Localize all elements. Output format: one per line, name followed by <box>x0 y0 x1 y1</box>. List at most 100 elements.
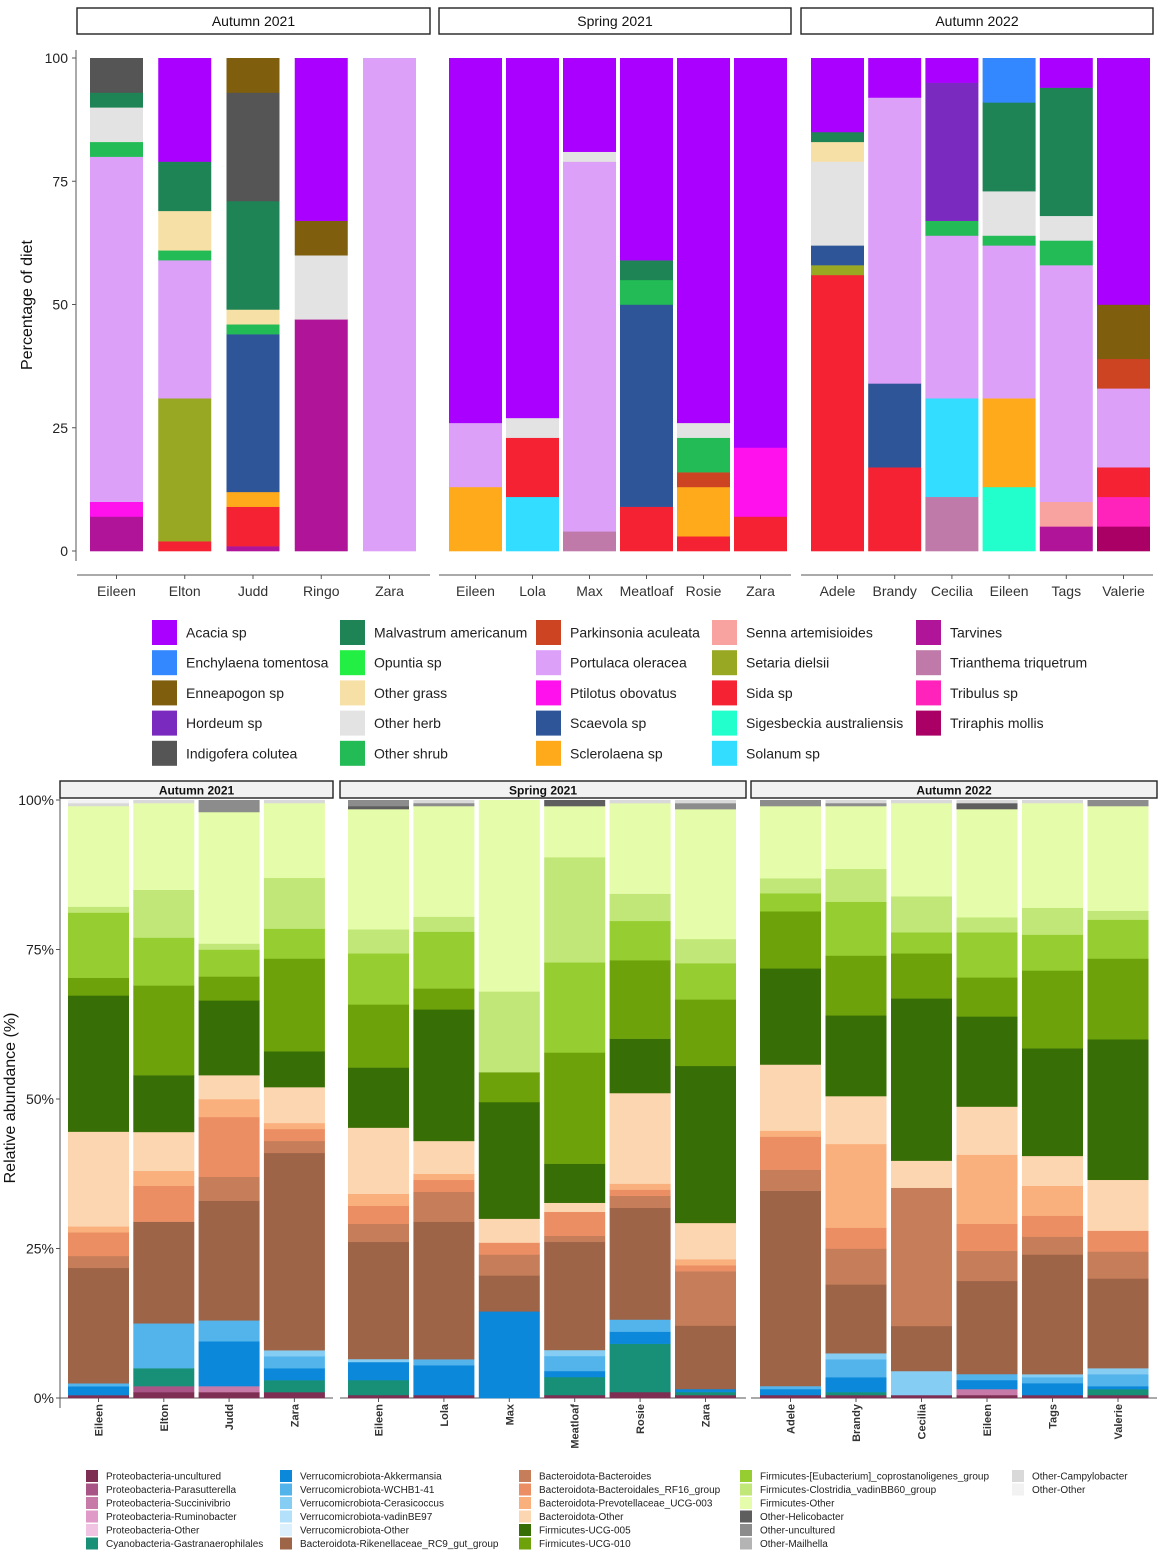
bar-segment-bacteroidota-rikenellaceae-rc9-gut-group: Rosie — Bacteroidota-Rikenellaceae_RC9_g… <box>609 1207 671 1320</box>
bar-segment-firmicutes-clostridia-vadinbb60-group: Adele — Firmicutes-Clostridia_vadinBB60_… <box>760 878 821 894</box>
bar-segment-other-herb: Eileen — Other herb <box>90 107 143 143</box>
bar-segment-portulaca-oleracea: Eileen — Portulaca oleracea <box>449 422 502 488</box>
legend-swatch <box>712 740 737 766</box>
bar-segment-verrucomicrobiota-wchb1-41: Eileen — Verrucomicrobiota-WCHB1-41 <box>956 1373 1018 1381</box>
bar-segment-bacteroidota-prevotellaceae-ucg-003: Zara — Bacteroidota-Prevotellaceae_UCG-0… <box>675 1259 736 1266</box>
legend-label: Verrucomicrobiota-Cerasicoccus <box>300 1499 444 1510</box>
bar-segment-bacteroidota-rikenellaceae-rc9-gut-group: Valerie — Bacteroidota-Rikenellaceae_RC9… <box>1087 1278 1149 1369</box>
bar-segment-firmicutes-ucg-005: Max — Firmicutes-UCG-005 <box>478 1101 540 1219</box>
legend-swatch <box>86 1483 98 1496</box>
legend-swatch <box>1012 1470 1024 1482</box>
x-tick-label: Judd <box>238 583 268 599</box>
legend-label: Parkinsonia aculeata <box>570 625 700 641</box>
bar-segment-portulaca-oleracea: Cecilia — Portulaca oleracea <box>925 235 979 399</box>
bar-segment-portulaca-oleracea: Eileen — Portulaca oleracea <box>982 245 1036 399</box>
bar-segment-firmicutes-other: Adele — Firmicutes-Other <box>760 806 821 879</box>
bar-segment-other-herb: Max — Other herb <box>563 151 616 162</box>
bar-segment-proteobacteria-uncultured: Eileen — Proteobacteria-uncultured <box>68 1395 129 1399</box>
bar-segment-bacteroidota-rikenellaceae-rc9-gut-group: Lola — Bacteroidota-Rikenellaceae_RC9_gu… <box>413 1221 475 1360</box>
bar-segment-tarvines: Ringo — Tarvines <box>294 319 348 552</box>
legend-swatch <box>916 680 941 706</box>
bar-segment-ptilotus-obovatus: Zara — Ptilotus obovatus <box>734 447 787 517</box>
bar-segment-indigofera-colutea: Judd — Indigofera colutea <box>226 92 280 202</box>
bar-segment-portulaca-oleracea: Max — Portulaca oleracea <box>563 161 616 532</box>
bar-segment-other-campylobacter: Eileen — Other-Campylobacter <box>68 802 129 807</box>
bar-segment-malvastrum-americanum: Tags — Malvastrum americanum <box>1039 87 1093 217</box>
legend-swatch <box>916 620 941 645</box>
legend-label: Sigesbeckia australiensis <box>746 715 903 731</box>
bar-segment-portulaca-oleracea: Tags — Portulaca oleracea <box>1039 265 1093 502</box>
bar-segment-verrucomicrobiota-cerasicoccus: Brandy — Verrucomicrobiota-Cerasicoccus <box>825 1353 887 1360</box>
bar-segment-firmicutes-other: Cecilia — Firmicutes-Other <box>891 803 952 897</box>
legend-swatch <box>152 650 177 676</box>
facet-title: Autumn 2022 <box>916 784 992 798</box>
legend-label: Portulaca oleracea <box>570 655 687 671</box>
bar-segment-bacteroidota-bacteroidales-rf16-group: Elton — Bacteroidota-Bacteroidales_RF16_… <box>133 1185 195 1222</box>
x-tick-label: Brandy <box>873 583 917 599</box>
bar-segment-other-uncultured: Valerie — Other-uncultured <box>1087 800 1149 807</box>
bar-segment-bacteroidota-rikenellaceae-rc9-gut-group: Judd — Bacteroidota-Rikenellaceae_RC9_gu… <box>198 1200 260 1321</box>
bar-segment-sida-sp: Judd — Sida sp <box>226 506 280 547</box>
legend-swatch <box>86 1510 98 1523</box>
bar-segment-bacteroidota-bacteroidales-rf16-group: Valerie — Bacteroidota-Bacteroidales_RF1… <box>1087 1230 1149 1252</box>
bar-segment-bacteroidota-bacteroides: Meatloaf — Bacteroidota-Bacteroides <box>544 1235 606 1243</box>
bar-segment-bacteroidota-prevotellaceae-ucg-003: Eileen — Bacteroidota-Prevotellaceae_UCG… <box>956 1154 1018 1225</box>
bar-segment-other-grass: Judd — Other grass <box>226 309 280 325</box>
bar-segment-proteobacteria-uncultured: Valerie — Proteobacteria-uncultured <box>1087 1395 1149 1399</box>
x-tick-label: Eileen <box>982 1404 994 1437</box>
x-tick-label: Eileen <box>97 583 136 599</box>
bar-segment-solanum-sp: Cecilia — Solanum sp <box>925 398 979 498</box>
bar-segment-bacteroidota-bacteroidales-rf16-group: Zara — Bacteroidota-Bacteroidales_RF16_g… <box>263 1128 325 1142</box>
bar-segment-verrucomicrobiota-akkermansia: Eileen — Verrucomicrobiota-Akkermansia <box>348 1361 409 1381</box>
legend-swatch <box>280 1483 292 1496</box>
x-tick-label: Rosie <box>635 1404 647 1434</box>
legend-label: Acacia sp <box>186 625 247 641</box>
bar-segment-firmicutes-clostridia-vadinbb60-group: Eileen — Firmicutes-Clostridia_vadinBB60… <box>348 929 409 954</box>
bar-segment-firmicutes-other: Tags — Firmicutes-Other <box>1022 802 1083 908</box>
facet-title: Spring 2021 <box>577 13 653 29</box>
bar-segment-firmicutes-other: Lola — Firmicutes-Other <box>413 805 475 917</box>
bar-segment-sida-sp: Valerie — Sida sp <box>1097 467 1150 498</box>
bar-segment-malvastrum-americanum: Eileen — Malvastrum americanum <box>982 102 1036 192</box>
legend-label: Cyanobacteria-Gastranaerophilales <box>106 1539 263 1550</box>
bar-segment-firmicutes-eubacterium-coprostanoligenes-group: Valerie — Firmicutes-[Eubacterium]_copro… <box>1087 919 1149 959</box>
bar-segment-verrucomicrobiota-wchb1-41: Rosie — Verrucomicrobiota-WCHB1-41 <box>609 1319 671 1332</box>
legend-swatch <box>536 680 561 706</box>
bar-segment-proteobacteria-uncultured: Adele — Proteobacteria-uncultured <box>760 1394 821 1399</box>
bar-segment-tarvines: Tags — Tarvines <box>1039 526 1093 552</box>
microbiome-y-axis-label: Relative abundance (%) <box>2 1013 19 1184</box>
bar-segment-scaevola-sp: Brandy — Scaevola sp <box>868 383 922 468</box>
bar-segment-proteobacteria-uncultured: Judd — Proteobacteria-uncultured <box>198 1392 260 1399</box>
x-tick-label: Zara <box>746 583 775 599</box>
bar-segment-proteobacteria-uncultured: Elton — Proteobacteria-uncultured <box>133 1392 195 1399</box>
bar-segment-bacteroidota-other: Eileen — Bacteroidota-Other <box>348 1127 409 1194</box>
bar-segment-firmicutes-ucg-010: Lola — Firmicutes-UCG-010 <box>413 988 475 1010</box>
bar-segment-other-shrub: Elton — Other shrub <box>158 250 212 261</box>
bar-segment-bacteroidota-bacteroidales-rf16-group: Lola — Bacteroidota-Bacteroidales_RF16_g… <box>413 1179 475 1192</box>
bar-segment-firmicutes-clostridia-vadinbb60-group: Valerie — Firmicutes-Clostridia_vadinBB6… <box>1087 910 1149 920</box>
bar-segment-bacteroidota-other: Rosie — Bacteroidota-Other <box>609 1092 671 1184</box>
bar-segment-portulaca-oleracea: Eileen — Portulaca oleracea <box>90 156 143 502</box>
legend-label: Firmicutes-Clostridia_vadinBB60_group <box>760 1485 937 1496</box>
bar-segment-other-campylobacter: Elton — Other-Campylobacter <box>133 800 195 804</box>
bar-segment-other-other: Eileen — Other-Other <box>68 800 129 804</box>
facet-strip <box>438 7 792 35</box>
bar-segment-firmicutes-other: Judd — Firmicutes-Other <box>198 811 260 944</box>
legend-swatch <box>740 1524 752 1536</box>
legend-label: Tarvines <box>950 625 1002 641</box>
bar-segment-proteobacteria-uncultured: Lola — Proteobacteria-uncultured <box>413 1395 475 1399</box>
bar-segment-firmicutes-eubacterium-coprostanoligenes-group: Zara — Firmicutes-[Eubacterium]_coprosta… <box>675 963 736 1000</box>
bar-segment-bacteroidota-other: Zara — Bacteroidota-Other <box>675 1222 736 1260</box>
bar-segment-firmicutes-ucg-005: Eileen — Firmicutes-UCG-005 <box>348 1067 409 1128</box>
bar-segment-cyanobacteria-gastranaerophilales: Zara — Cyanobacteria-Gastranaerophilales <box>675 1391 736 1396</box>
legend-label: Bacteroidota-Rikenellaceae_RC9_gut_group <box>300 1539 499 1550</box>
bar-segment-verrucomicrobiota-akkermansia: Rosie — Verrucomicrobiota-Akkermansia <box>609 1331 671 1344</box>
bar-segment-other-shrub: Meatloaf — Other shrub <box>620 279 673 305</box>
legend-swatch <box>712 680 737 706</box>
bar-segment-bacteroidota-other: Lola — Bacteroidota-Other <box>413 1140 475 1175</box>
legend-swatch <box>519 1524 531 1536</box>
bar-segment-setaria-dielsii: Adele — Setaria dielsii <box>811 265 864 276</box>
legend-swatch <box>519 1537 531 1550</box>
x-tick-label: Zara <box>289 1403 301 1427</box>
